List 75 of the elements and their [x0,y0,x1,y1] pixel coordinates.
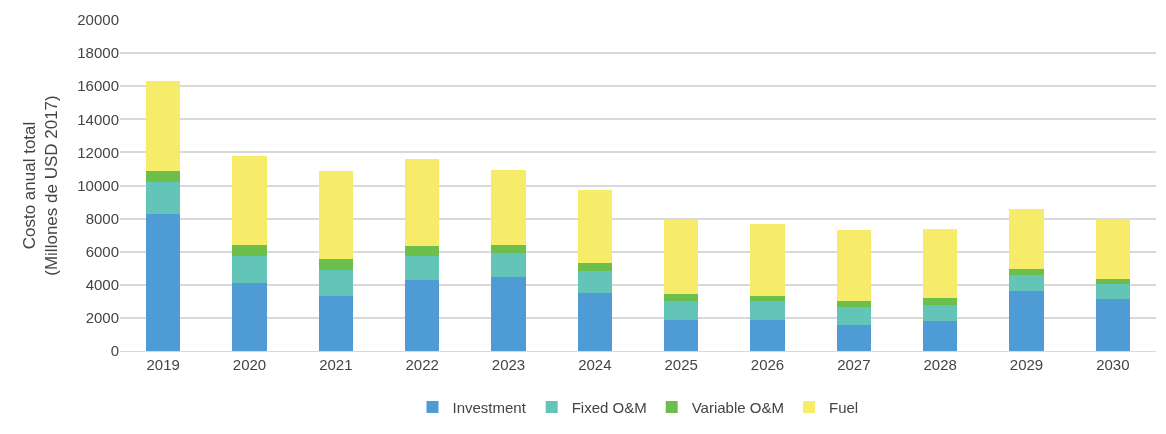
x-tick-label: 2023 [491,356,526,373]
bar [577,293,613,351]
bar [232,155,267,246]
bar [232,245,267,256]
bar [318,295,354,351]
bar [491,169,526,246]
bar [1095,283,1131,299]
bar [145,81,181,172]
y-tick-label: 14000 [77,110,119,128]
y-tick-label: 2000 [85,309,119,327]
bar [750,223,785,296]
bar [404,279,440,351]
x-tick-label: 2027 [837,356,871,373]
bar [491,276,526,351]
legend-label: Variable O&M [691,398,784,416]
bar [1009,269,1044,275]
bar [145,213,181,351]
bar [836,325,872,351]
bar [1009,208,1044,270]
bar [750,320,785,351]
y-tick-label: 16000 [77,77,119,95]
bar [750,301,785,321]
x-tick-label: 2022 [405,356,439,373]
x-tick-label: 2030 [1096,356,1130,373]
bar [922,321,958,351]
x-tick-label: 2029 [1009,356,1044,373]
bar [577,270,613,294]
bar [577,189,613,264]
bar [922,298,958,305]
bar [922,304,958,322]
y-tick-label: 12000 [77,143,119,161]
bar [1095,219,1131,280]
y-tick-label: 6000 [85,242,119,260]
y-axis-title: Costo anual total (Millones de USD 2017) [19,95,61,276]
bar [232,283,267,351]
bar [922,229,958,299]
bar [318,269,354,296]
bar [836,301,872,308]
x-tick-label: 2020 [232,356,267,373]
bar [1009,274,1044,291]
bar [663,300,699,321]
legend-label: Fuel [828,398,859,416]
bar [318,171,354,260]
bar [1095,279,1131,284]
y-tick-label: 0 [110,342,119,360]
y-tick-label: 20000 [77,11,119,29]
bar [318,259,354,270]
bar [663,320,699,351]
bar [232,255,267,284]
bar [491,245,526,254]
x-tick-label: 2024 [578,356,612,373]
x-tick-label: 2021 [319,356,353,373]
bar [836,307,872,326]
x-tick-label: 2019 [146,356,180,373]
x-tick-label: 2028 [923,356,957,373]
x-tick-label: 2026 [750,356,785,373]
bar [145,182,181,214]
bar [577,263,613,271]
bar [1095,298,1131,351]
legend-label: Fixed O&M [571,398,647,416]
bar [663,220,699,294]
bar [1009,290,1044,351]
y-tick-label: 18000 [77,44,119,62]
bar [663,293,699,301]
bar [491,253,526,277]
bar [404,159,440,246]
x-tick-label: 2025 [664,356,698,373]
bar [404,245,440,256]
bar [404,255,440,280]
bar [145,171,181,183]
y-tick-label: 4000 [85,276,119,294]
legend-label: Investment [452,398,527,416]
bar [836,230,872,302]
y-tick-label: 10000 [77,176,119,194]
y-tick-label: 8000 [85,209,119,227]
